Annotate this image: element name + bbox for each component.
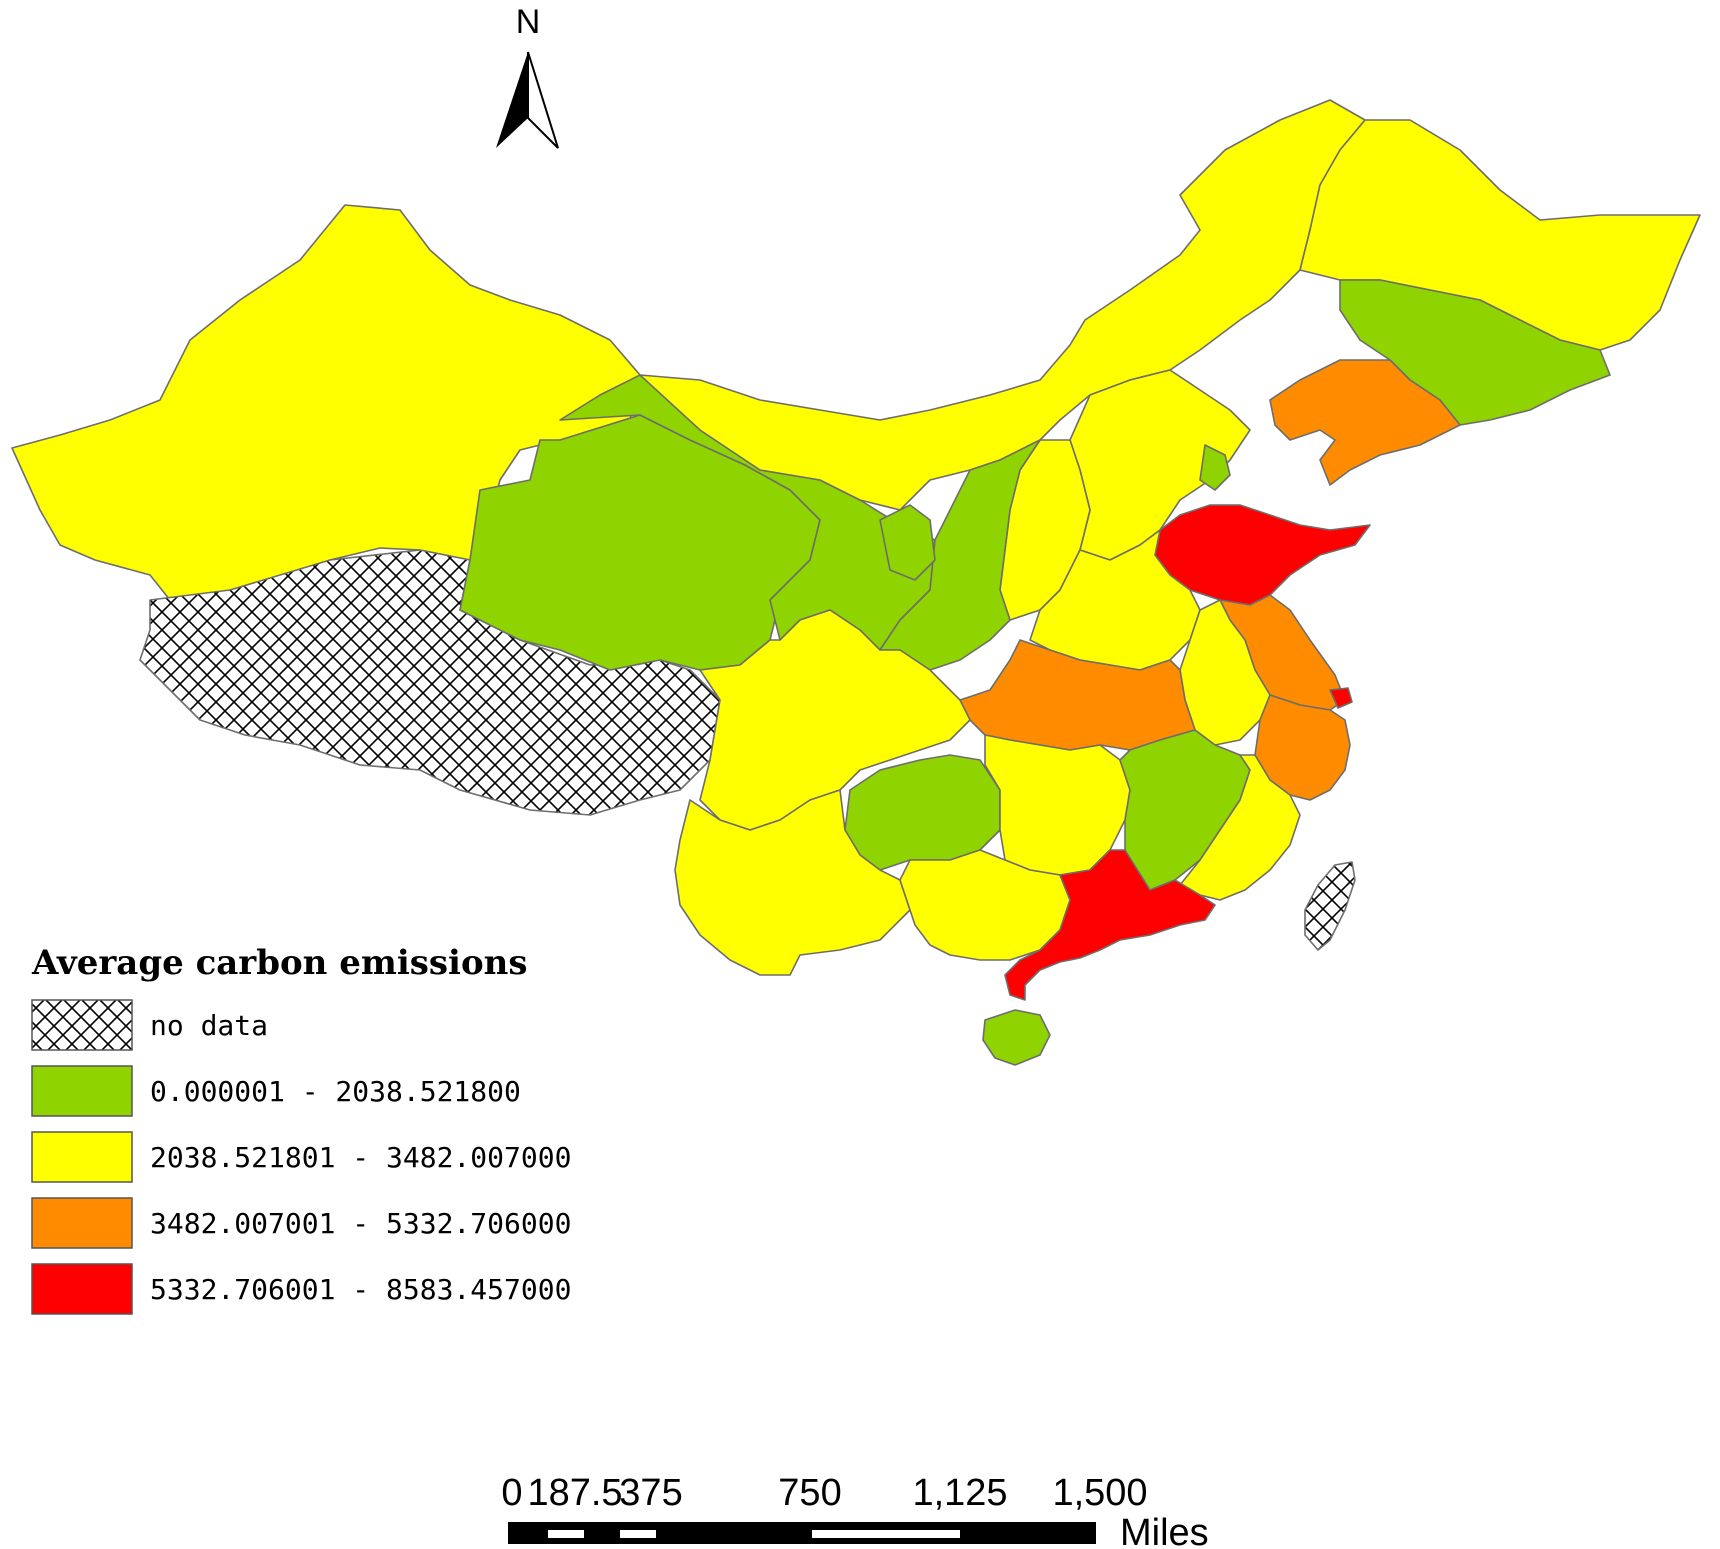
legend-swatch	[31, 1263, 133, 1315]
scale-bar-outline	[508, 1522, 1096, 1544]
province-fujian	[1179, 754, 1301, 901]
legend-swatch	[31, 1131, 133, 1183]
scale-tick-label: 750	[778, 1472, 841, 1514]
legend-swatch	[31, 1197, 133, 1249]
provinces-layer	[11, 99, 1701, 1066]
north-arrow: N	[496, 3, 559, 149]
province-jilin	[1339, 279, 1611, 426]
legend-label: 0.000001 - 2038.521800	[150, 1075, 521, 1108]
scale-tick-label: 187.5	[527, 1472, 622, 1514]
legend: Average carbon emissions no data 0.000001…	[31, 943, 571, 1315]
province-yunnan	[674, 789, 911, 976]
legend-label: no data	[150, 1009, 268, 1042]
province-inner-mongolia	[639, 99, 1366, 511]
scale-tick-label: 0	[501, 1472, 522, 1514]
province-guangdong	[1004, 849, 1216, 1001]
province-liaoning	[1269, 359, 1461, 486]
legend-swatch	[31, 1065, 133, 1117]
north-label: N	[516, 3, 541, 41]
province-ningxia	[879, 504, 936, 581]
legend-title: Average carbon emissions	[31, 943, 528, 983]
scale-bar-segment	[812, 1530, 960, 1538]
scale-tick-label: 375	[619, 1472, 682, 1514]
scale-unit: Miles	[1120, 1512, 1209, 1549]
scale-tick-label: 1,125	[912, 1472, 1007, 1514]
scale-bar-segment	[548, 1530, 584, 1538]
legend-label: 2038.521801 - 3482.007000	[150, 1141, 571, 1174]
province-taiwan	[1304, 861, 1356, 951]
scale-bar-segments	[508, 1522, 1096, 1544]
province-hainan	[982, 1009, 1051, 1066]
legend-swatch	[31, 999, 133, 1051]
scale-bar-segment	[620, 1530, 656, 1538]
legend-label: 3482.007001 - 5332.706000	[150, 1207, 571, 1240]
province-shaanxi	[879, 439, 1041, 671]
scale-tick-label: 1,500	[1052, 1472, 1147, 1514]
legend-label: 5332.706001 - 8583.457000	[150, 1273, 571, 1306]
north-arrow-left-half	[496, 52, 528, 148]
province-shanghai	[1329, 687, 1353, 709]
province-tianjin	[1199, 444, 1231, 491]
north-arrow-right-half	[527, 51, 559, 149]
